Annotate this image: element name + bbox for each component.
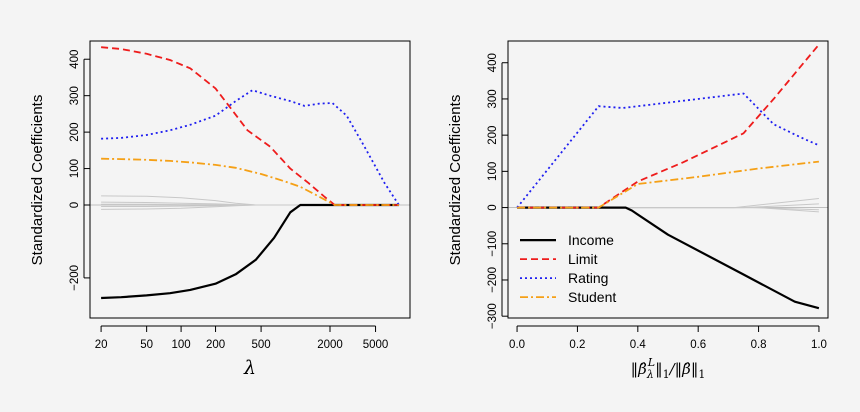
y-tick-label: 300 — [487, 89, 499, 108]
x-tick-label: 0.6 — [690, 339, 706, 351]
x-tick-label: 500 — [251, 339, 270, 351]
y-tick-label: −200 — [69, 265, 81, 291]
plot-area — [508, 41, 828, 318]
y-tick-label: 200 — [487, 126, 499, 145]
x-axis-label-part: ‖β̂ — [631, 360, 648, 378]
y-tick-label: 200 — [69, 123, 81, 142]
series-student-line — [517, 160, 820, 209]
series-limit-line — [517, 44, 820, 209]
x-axis-label-part: ‖ — [655, 360, 663, 378]
y-tick-label: 0 — [487, 204, 499, 210]
y-axis-label: Standardized Coefficients — [29, 95, 46, 266]
y-tick-label: 100 — [487, 162, 499, 181]
x-tick-label: 5000 — [363, 339, 389, 351]
x-axis-label-part: L — [647, 356, 655, 369]
x-axis-label-part: 1 — [663, 368, 670, 381]
x-tick-label: 0.0 — [509, 339, 525, 351]
series-student-line — [101, 157, 399, 206]
legend-label-rating: Rating — [568, 270, 608, 286]
x-axis-label: ‖β̂λL‖1/‖β̂‖1 — [631, 356, 706, 381]
plot-frame — [89, 40, 411, 319]
x-tick-label: 0.8 — [751, 339, 767, 351]
plot-frame — [507, 40, 829, 319]
plot-area — [90, 41, 410, 318]
x-axis-label: λ — [243, 357, 256, 379]
y-axis-label: Standardized Coefficients — [447, 95, 464, 266]
series-rating-line — [101, 89, 400, 206]
y-tick-label: 0 — [69, 202, 81, 208]
series-rating-line — [516, 92, 820, 209]
y-tick-label: 100 — [69, 159, 81, 178]
legend-label-income: Income — [568, 232, 614, 248]
y-tick-label: 400 — [487, 53, 499, 72]
y-tick-label: 300 — [69, 86, 81, 105]
x-axis-label-part: /‖β̂‖ — [668, 360, 699, 378]
x-tick-label: 1.0 — [811, 339, 827, 351]
series-other-line-8 — [101, 203, 399, 206]
x-tick-label: 50 — [140, 339, 153, 351]
x-tick-label: 200 — [206, 339, 225, 351]
x-tick-label: 20 — [95, 339, 108, 351]
y-tick-label: −200 — [487, 267, 499, 293]
y-tick-label: −300 — [487, 303, 499, 329]
y-tick-label: 400 — [69, 50, 81, 69]
panel-norm-ratio: −300 −200 −100 0 100 200 300 400 0.0 0.2 0.4 0.6 0.8… — [447, 40, 829, 381]
series-income-line — [101, 203, 399, 300]
series-limit-line — [101, 46, 399, 206]
y-tick-label: −100 — [487, 231, 499, 257]
x-tick-label: 2000 — [317, 339, 343, 351]
legend-label-limit: Limit — [568, 251, 598, 267]
x-tick-label: 100 — [171, 339, 190, 351]
panel-lambda: −200 0 100 200 300 400 20 50 100 200 500 2000 5000 St… — [29, 40, 411, 379]
x-axis-label-part: 1 — [698, 368, 705, 381]
legend-label-student: Student — [568, 289, 616, 305]
x-tick-label: 0.2 — [569, 339, 585, 351]
series-income-line — [517, 206, 820, 310]
x-axis-label-part: λ — [646, 368, 654, 381]
x-tick-label: 0.4 — [630, 339, 647, 351]
